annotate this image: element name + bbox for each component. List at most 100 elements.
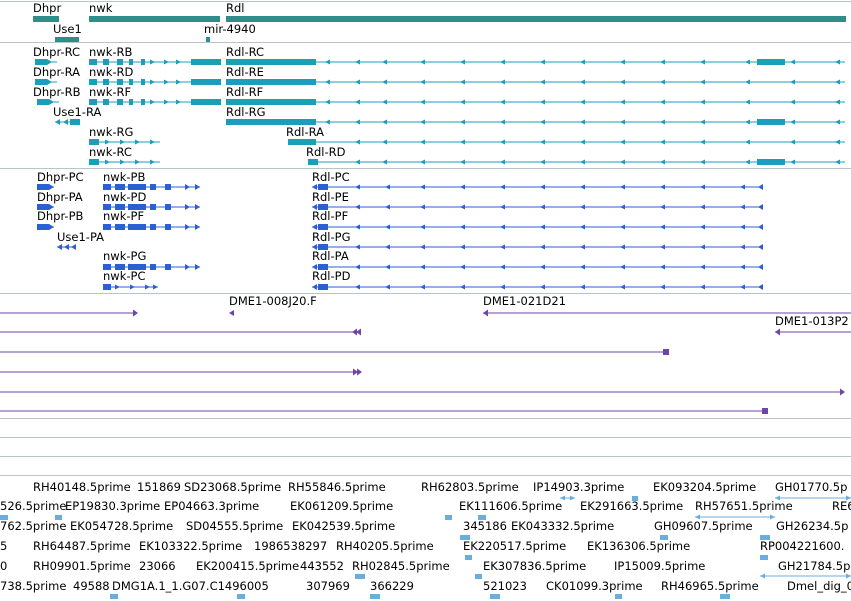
est-block [370, 594, 380, 599]
protein-label[interactable]: Rdl-PE [312, 190, 349, 204]
gene-label-use1[interactable]: Use1 [53, 22, 82, 36]
protein-label[interactable]: Dhpr-PC [37, 170, 84, 184]
est-label[interactable]: 0 [0, 559, 8, 573]
strand-arrow-left [382, 159, 387, 165]
est-label[interactable]: Dmel_dig_01 [787, 579, 851, 593]
est-label[interactable]: RH62803.5prime [421, 480, 519, 494]
exon-block [165, 224, 171, 230]
strand-arrow-left [660, 284, 665, 290]
est-label[interactable]: 307969 [306, 579, 350, 593]
transcript-label[interactable]: Dhpr-RA [33, 65, 80, 79]
transcript-label[interactable]: Use1-RA [53, 105, 102, 119]
transcript-label[interactable]: nwk-RD [89, 65, 134, 79]
est-label[interactable]: 526.5prime [0, 499, 67, 513]
est-label[interactable]: RH09901.5prime [33, 559, 131, 573]
transcript-label[interactable]: nwk-RC [89, 145, 132, 159]
protein-label[interactable]: Rdl-PG [312, 230, 351, 244]
strand-arrow-left [620, 184, 625, 190]
protein-label[interactable]: Rdl-PD [312, 269, 351, 283]
protein-label[interactable]: Rdl-PC [312, 170, 350, 184]
est-label[interactable]: RH64487.5prime [33, 539, 131, 553]
protein-label[interactable]: nwk-PF [103, 209, 145, 223]
est-label[interactable]: 521023 [483, 579, 527, 593]
est-label[interactable]: EK111606.5prime [459, 499, 563, 513]
clone-label[interactable]: DME1-008J20.F [229, 294, 317, 308]
protein-label[interactable]: nwk-PD [103, 190, 147, 204]
strand-arrow-right [135, 159, 140, 165]
est-label[interactable]: GH09607.5prime [654, 519, 753, 533]
est-label[interactable]: EK220517.5prime [463, 539, 567, 553]
est-label[interactable]: GH26234.5p [776, 519, 849, 533]
est-label[interactable]: EK043332.5prime [511, 519, 615, 533]
est-label[interactable]: 1986538297 [254, 539, 328, 553]
est-label[interactable]: RE6 [832, 499, 851, 513]
est-label[interactable]: 5 [0, 539, 8, 553]
est-label[interactable]: EK093204.5prime [653, 480, 757, 494]
est-label[interactable]: RH02845.5prime [352, 559, 450, 573]
strand-arrow-left [560, 495, 565, 501]
est-label[interactable]: 49588 [73, 579, 110, 593]
est-label[interactable]: RH40205.5prime [336, 539, 434, 553]
est-label[interactable]: SD04555.5prime [186, 519, 284, 533]
gene-label-dhpr[interactable]: Dhpr [33, 1, 62, 15]
est-label[interactable]: EK054728.5prime [70, 519, 174, 533]
est-label[interactable]: GH01770.5p [775, 480, 848, 494]
transcript-label[interactable]: Rdl-RD [306, 145, 346, 159]
est-label[interactable]: IP15009.5prime [614, 559, 706, 573]
protein-label[interactable]: nwk-PG [103, 249, 147, 263]
transcript-label[interactable]: nwk-RB [89, 45, 133, 59]
est-label[interactable]: 738.5prime [0, 579, 67, 593]
est-label[interactable]: 151869 [137, 480, 181, 494]
est-label[interactable]: SD23068.5prime [184, 480, 282, 494]
transcript-label[interactable]: nwk-RF [89, 85, 132, 99]
transcript-label[interactable]: Rdl-RA [286, 125, 325, 139]
protein-label[interactable]: nwk-PC [103, 269, 146, 283]
est-label[interactable]: RH46965.5prime [661, 579, 759, 593]
protein-label[interactable]: Dhpr-PB [37, 209, 84, 223]
strand-arrow-left [312, 224, 317, 230]
protein-label[interactable]: Dhpr-PA [37, 190, 83, 204]
gene-label-mir-4940[interactable]: mir-4940 [204, 22, 256, 36]
est-label[interactable]: GH21784.5p [778, 559, 851, 573]
est-label[interactable]: EK200415.5prime [196, 559, 300, 573]
est-label[interactable]: RH40148.5prime [33, 480, 131, 494]
transcript-label[interactable]: Dhpr-RB [33, 85, 81, 99]
est-label[interactable]: IP14903.3prime [533, 480, 625, 494]
clone-label[interactable]: DME1-013P2 [775, 314, 849, 328]
est-label[interactable]: EP19830.3prime [65, 499, 161, 513]
protein-label[interactable]: Use1-PA [57, 230, 105, 244]
protein-label[interactable]: Rdl-PF [312, 209, 349, 223]
est-label[interactable]: EP04663.3prime [164, 499, 260, 513]
transcript-label[interactable]: Rdl-RF [226, 85, 264, 99]
clone-label[interactable]: DME1-021D21 [483, 294, 566, 308]
est-label[interactable]: 366229 [370, 579, 414, 593]
est-label[interactable]: EK307836.5prime [483, 559, 587, 573]
est-label[interactable]: 345186 [463, 519, 507, 533]
protein-label[interactable]: Rdl-PA [312, 249, 349, 263]
est-label[interactable]: EK061209.5prime [290, 499, 394, 513]
est-label[interactable]: 762.5prime [0, 519, 67, 533]
gene-label-rdl[interactable]: Rdl [226, 1, 245, 15]
strand-arrow-right [150, 159, 155, 165]
transcript-label[interactable]: Rdl-RE [226, 65, 264, 79]
est-label[interactable]: CK01099.3prime [546, 579, 643, 593]
est-label[interactable]: DMG1A.1_1.G07.C1496005 [112, 579, 269, 593]
est-label[interactable]: EK291663.5prime [580, 499, 684, 513]
transcript-label[interactable]: Rdl-RC [226, 45, 265, 59]
est-label[interactable]: EK103322.5prime [139, 539, 243, 553]
transcript-label[interactable]: nwk-RG [89, 125, 134, 139]
est-label[interactable]: 23066 [139, 559, 176, 573]
strand-arrow-right [195, 184, 200, 190]
est-label[interactable]: RH57651.5prime [695, 499, 793, 513]
transcript-label[interactable]: Dhpr-RC [33, 45, 81, 59]
est-label[interactable]: RH55846.5prime [288, 480, 386, 494]
est-label[interactable]: EK042539.5prime [292, 519, 396, 533]
exon-block [35, 79, 47, 85]
gene-label-nwk[interactable]: nwk [89, 1, 113, 15]
transcript-label[interactable]: Rdl-RG [226, 105, 266, 119]
est-label[interactable]: 443552 [300, 559, 344, 573]
est-label[interactable]: EK136306.5prime [587, 539, 691, 553]
strand-arrow-left [660, 99, 665, 105]
est-label[interactable]: RP004221600. [760, 539, 845, 553]
protein-label[interactable]: nwk-PB [103, 170, 146, 184]
